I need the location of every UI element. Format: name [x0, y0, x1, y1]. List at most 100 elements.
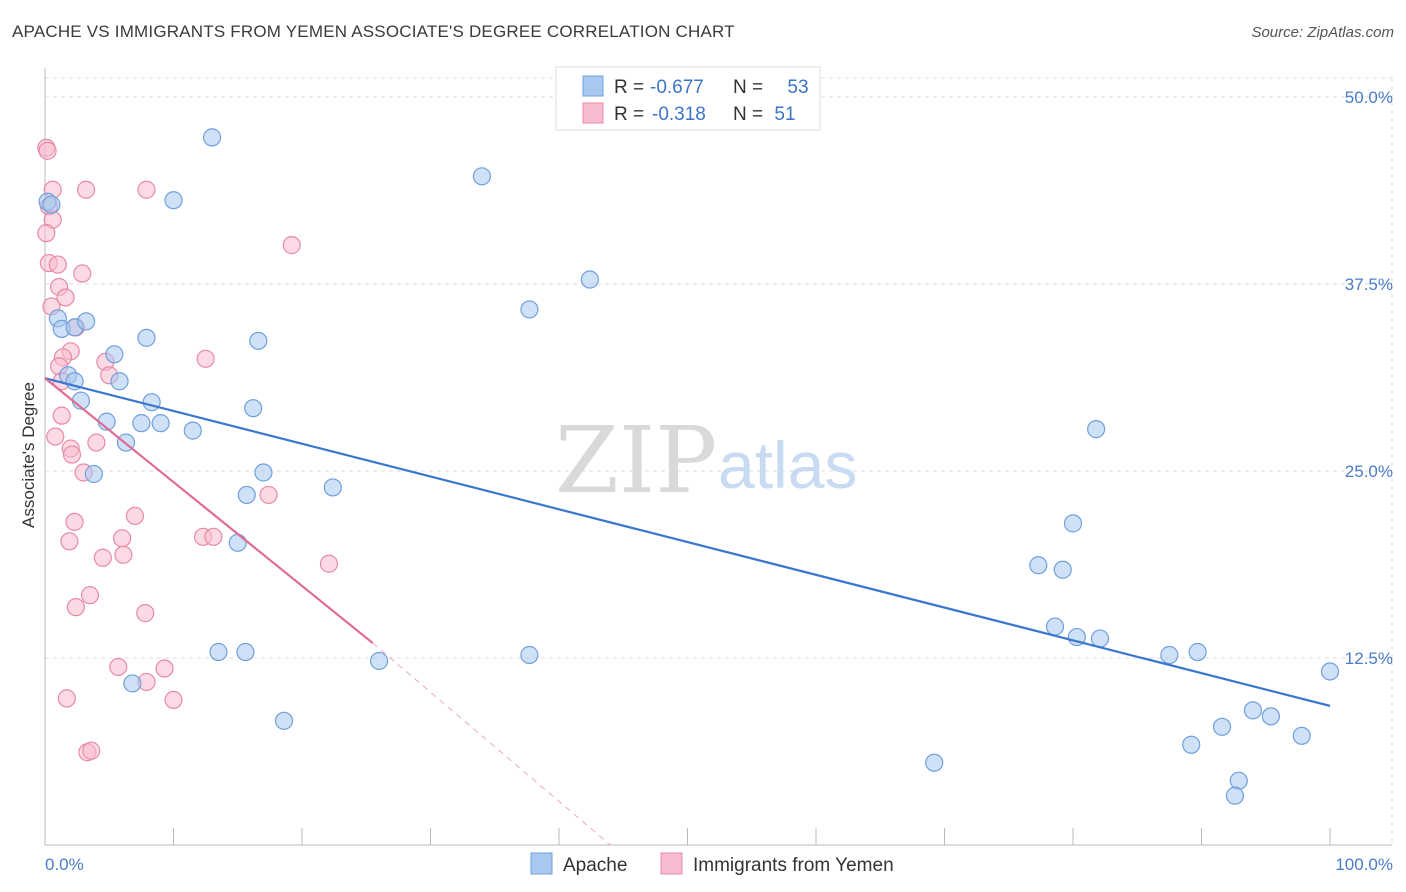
yemen-point — [80, 586, 100, 605]
apache-point — [520, 645, 539, 665]
yemen-trend-extension — [372, 642, 611, 846]
x-tick-label-1: 100.0% — [1335, 855, 1393, 874]
apache-point — [1229, 771, 1248, 790]
bottom-legend-yemen: Immigrants from Yemen — [693, 855, 894, 876]
yemen-point — [125, 506, 145, 525]
legend-r-label-yemen: R = — [614, 104, 644, 125]
chart-source: Source: ZipAtlas.com — [1251, 24, 1394, 41]
yemen-point — [196, 349, 215, 368]
y-tick-label-0: 12.5% — [1345, 649, 1393, 668]
legend-swatch-yemen — [582, 102, 604, 124]
yemen-point — [259, 485, 278, 505]
chart-title: APACHE VS IMMIGRANTS FROM YEMEN ASSOCIAT… — [12, 22, 735, 41]
apache-point — [237, 485, 256, 505]
apache-point — [1292, 726, 1311, 745]
yemen-point — [136, 604, 155, 623]
apache-point — [472, 167, 491, 186]
yemen-point — [164, 690, 183, 709]
legend-n-value-yemen: 51 — [774, 104, 795, 125]
legend: R = -0.677 N = 53 R = -0.318 N = 51 — [555, 66, 821, 131]
apache-point — [1188, 642, 1207, 662]
yemen-point — [155, 659, 174, 678]
watermark-zip: ZIP — [555, 407, 717, 514]
apache-point — [254, 463, 273, 482]
apache-point — [164, 191, 183, 210]
y-tick-label-3: 50.0% — [1345, 88, 1393, 107]
apache-point — [77, 312, 96, 331]
yemen-point — [112, 529, 132, 548]
y-tick-label-1: 25.0% — [1345, 462, 1393, 481]
legend-swatch-apache — [582, 75, 604, 97]
apache-point — [228, 533, 247, 552]
x-tick-label-0: 0.0% — [45, 855, 84, 874]
yemen-point — [46, 427, 65, 446]
yemen-point — [52, 406, 71, 425]
y-tick-label-2: 37.5% — [1345, 275, 1393, 294]
yemen-point — [73, 264, 92, 283]
y-tick-labels: 12.5% 25.0% 37.5% 50.0% — [1345, 88, 1393, 668]
watermark-atlas: atlas — [718, 428, 857, 502]
apache-point — [105, 345, 124, 364]
apache-point — [183, 421, 202, 440]
yemen-point — [65, 512, 84, 531]
apache-point — [236, 642, 255, 662]
apache-point — [1063, 514, 1083, 533]
bottom-legend-swatch-yemen — [660, 852, 683, 875]
apache-point — [202, 128, 222, 147]
apache-point — [137, 328, 156, 347]
yemen-point — [109, 657, 128, 677]
data-points — [37, 128, 1340, 805]
yemen-point — [93, 548, 112, 567]
apache-point — [370, 651, 389, 671]
apache-point — [1261, 707, 1280, 726]
bottom-legend-apache: Apache — [563, 855, 627, 876]
apache-point — [323, 478, 342, 497]
apache-point — [151, 414, 170, 433]
apache-point — [274, 711, 294, 730]
yemen-point — [56, 288, 75, 307]
yemen-trend-line — [44, 377, 374, 644]
series-yemen — [37, 138, 339, 762]
yemen-point — [82, 741, 101, 760]
bottom-legend-swatch-apache — [530, 852, 553, 875]
legend-r-value-apache: -0.677 — [650, 77, 704, 98]
y-axis-label: Associate's Degree — [19, 382, 38, 528]
yemen-point — [48, 255, 67, 274]
legend-r-value-yemen: -0.318 — [652, 104, 706, 125]
apache-point — [84, 464, 103, 484]
apache-point — [1090, 629, 1110, 648]
legend-n-value-apache: 53 — [787, 77, 808, 98]
legend-r-label-apache: R = — [614, 77, 644, 98]
series-apache — [38, 128, 1340, 805]
yemen-point — [282, 236, 301, 255]
apache-point — [925, 753, 944, 772]
apache-point — [1053, 560, 1072, 579]
apache-point — [110, 372, 129, 391]
apache-point — [1045, 617, 1065, 636]
apache-point — [1182, 735, 1201, 754]
apache-point — [142, 393, 161, 412]
apache-point — [1243, 701, 1263, 720]
apache-point — [209, 642, 228, 662]
apache-point — [1160, 645, 1179, 665]
yemen-point — [60, 532, 79, 551]
apache-point — [42, 195, 61, 214]
apache-point — [123, 674, 142, 693]
apache-point — [244, 399, 263, 418]
apache-point — [1320, 662, 1340, 681]
yemen-point — [137, 180, 156, 199]
apache-point — [1029, 556, 1048, 575]
yemen-point — [114, 545, 133, 564]
yemen-point — [87, 433, 106, 452]
apache-point — [1212, 717, 1232, 736]
x-tick-labels: 0.0% 100.0% — [45, 855, 1393, 874]
yemen-point — [319, 554, 339, 573]
apache-point — [520, 300, 539, 319]
yemen-point — [77, 180, 96, 199]
bottom-legend: Apache Immigrants from Yemen — [530, 852, 894, 876]
yemen-point — [37, 224, 56, 243]
apache-trend-line — [44, 377, 1331, 707]
trend-lines — [44, 377, 1331, 846]
legend-n-label-yemen: N = — [733, 104, 763, 125]
